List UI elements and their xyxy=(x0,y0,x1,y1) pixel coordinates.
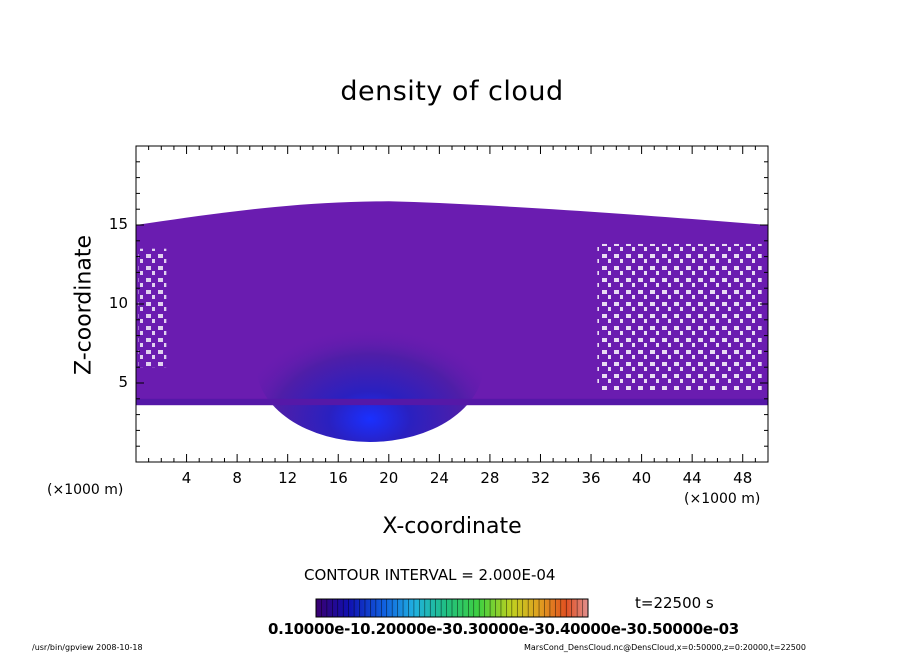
x-tick-label: 44 xyxy=(682,469,702,487)
x-tick-label: 4 xyxy=(181,469,192,487)
time-label: t=22500 s xyxy=(635,594,714,612)
x-tick-label: 20 xyxy=(379,469,399,487)
cloud-region xyxy=(136,201,768,442)
y-tick-label: 15 xyxy=(108,215,128,233)
broken-cloud-left xyxy=(138,248,167,368)
x-unit-label-left: (×1000 m) xyxy=(47,482,124,498)
y-tick-label: 5 xyxy=(118,373,128,391)
footer-left: /usr/bin/gpview 2008-10-18 xyxy=(32,643,143,652)
x-tick-label: 48 xyxy=(733,469,753,487)
contour-interval-label: CONTOUR INTERVAL = 2.000E-04 xyxy=(304,566,556,584)
colorbar xyxy=(315,598,589,618)
colorbar-labels: 0.10000e-10.20000e-30.30000e-30.40000e-3… xyxy=(268,620,739,638)
chart-title: density of cloud xyxy=(340,76,564,107)
plot-frame xyxy=(135,145,769,463)
x-tick-label: 24 xyxy=(429,469,449,487)
x-tick-label: 16 xyxy=(328,469,348,487)
y-axis-label: Z-coordinate xyxy=(71,235,97,375)
x-tick-label: 28 xyxy=(480,469,500,487)
x-tick-label: 40 xyxy=(632,469,652,487)
cloud-base xyxy=(136,398,768,406)
x-tick-label: 12 xyxy=(278,469,298,487)
y-tick-label: 10 xyxy=(108,294,128,312)
broken-cloud-right xyxy=(597,243,762,391)
x-tick-label: 32 xyxy=(530,469,551,487)
x-axis-label: X-coordinate xyxy=(382,514,522,539)
x-tick-label: 8 xyxy=(232,469,242,487)
x-unit-label-right: (×1000 m) xyxy=(684,491,761,507)
dense-core xyxy=(256,288,484,442)
x-tick-label: 36 xyxy=(581,469,601,487)
footer-right: MarsCond_DensCloud.nc@DensCloud,x=0:5000… xyxy=(524,643,806,652)
